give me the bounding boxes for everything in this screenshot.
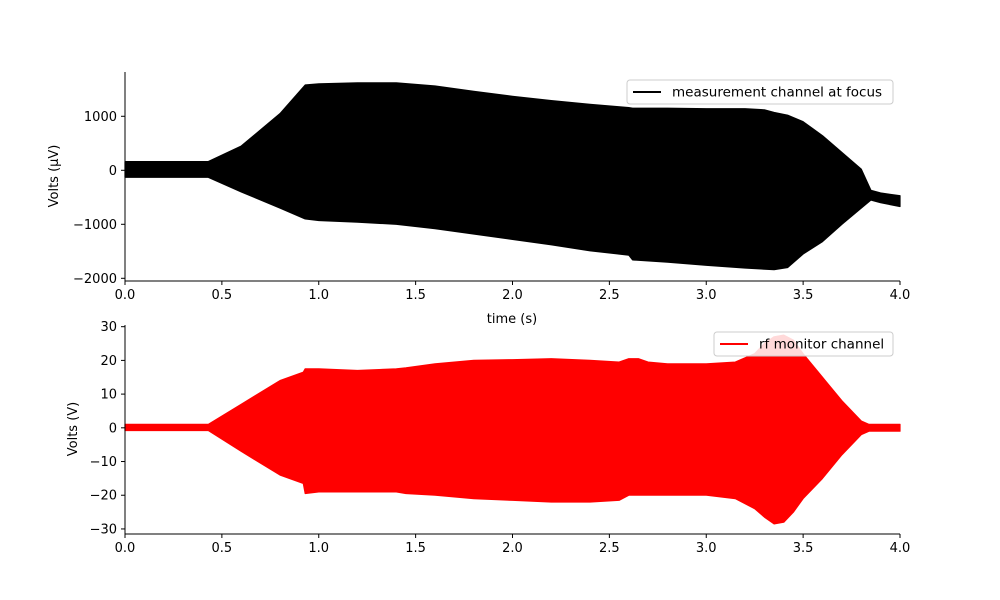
top-x-tick-label: 2.0 [502,288,523,303]
bottom-y-tick-label: −30 [90,522,117,537]
bottom-x-tick-label: 2.5 [599,541,620,556]
top-x-tick-label: 1.0 [308,288,329,303]
bottom-plot-area [124,334,901,525]
top-legend-label: measurement channel at focus [672,85,882,101]
top-y-ticks: 1000 0 −1000 −2000 [73,110,125,287]
bottom-y-tick-label: −10 [90,455,117,470]
top-x-tick-label: 0.5 [212,288,233,303]
top-y-tick-label: 0 [109,164,117,179]
top-x-tick-label: 0.0 [115,288,136,303]
bottom-series-0-signal [124,334,901,525]
bottom-x-tick-label: 1.5 [405,541,426,556]
bottom-x-tick-label: 2.0 [502,541,523,556]
top-axes: 0.0 0.5 1.0 1.5 2.0 2.5 3.0 3.5 4.0 1000 0 −1000 −2… [47,72,910,327]
top-x-tick-label: 4.0 [890,288,911,303]
top-x-tick-label: 1.5 [405,288,426,303]
bottom-x-tick-label: 0.5 [212,541,233,556]
bottom-x-tick-label: 3.0 [696,541,717,556]
top-x-tick-label: 3.5 [793,288,814,303]
top-x-tick-label: 3.0 [696,288,717,303]
bottom-legend-box [713,331,894,357]
bottom-x-tick-label: 4.0 [890,541,911,556]
bottom-y-tick-label: 10 [100,388,117,403]
bottom-x-ticks: 0.0 0.5 1.0 1.5 2.0 2.5 3.0 3.5 4.0 [115,534,911,556]
bottom-y-ticks: 30 20 10 0 −10 −20 −30 [90,320,125,537]
bottom-y-tick-label: 30 [100,320,117,335]
top-plot-area [124,82,901,271]
top-y-tick-label: −2000 [73,272,117,287]
bottom-x-tick-label: 0.0 [115,541,136,556]
top-x-axis-label: time (s) [487,312,537,327]
bottom-y-tick-label: 0 [109,421,117,436]
top-x-tick-label: 2.5 [599,288,620,303]
bottom-legend: rf monitor channel [713,331,894,357]
bottom-y-axis-label: Volts (V) [66,402,81,457]
top-x-ticks: 0.0 0.5 1.0 1.5 2.0 2.5 3.0 3.5 4.0 [115,281,911,303]
bottom-y-tick-label: −20 [90,489,117,504]
bottom-y-tick-label: 20 [100,354,117,369]
bottom-legend-label: rf monitor channel [759,337,884,353]
bottom-x-tick-label: 1.0 [308,541,329,556]
top-legend: measurement channel at focus [626,79,894,105]
top-y-axis-label: Volts (μV) [47,145,62,208]
top-legend-box [626,79,894,105]
top-y-tick-label: −1000 [73,218,117,233]
bottom-axes: 0.0 0.5 1.0 1.5 2.0 2.5 3.0 3.5 4.0 30 20 10 0 −10 −2… [66,320,910,556]
top-y-tick-label: 1000 [84,110,117,125]
top-series-0-signal [124,82,901,271]
bottom-x-tick-label: 3.5 [793,541,814,556]
